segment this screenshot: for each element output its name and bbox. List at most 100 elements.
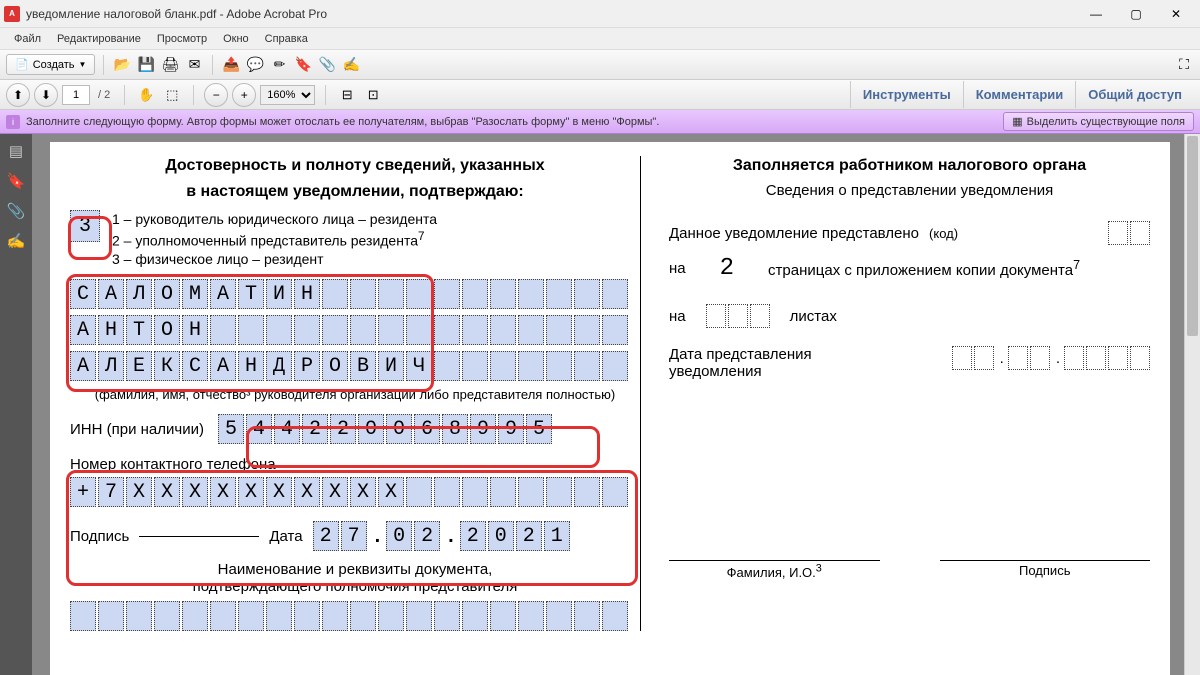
form-cell[interactable]: 5 [526,414,552,444]
form-cell[interactable] [462,477,488,507]
form-cell[interactable]: Н [98,315,124,345]
print-icon[interactable]: 🖨 [160,55,180,75]
form-cell[interactable]: 2 [302,414,328,444]
form-cell[interactable] [350,279,376,309]
form-cell[interactable] [406,601,432,631]
menu-view[interactable]: Просмотр [149,31,215,47]
form-cell[interactable] [602,315,628,345]
form-cell[interactable]: В [350,351,376,381]
zoom-in-button[interactable]: + [232,83,256,107]
fit-page-icon[interactable]: ⊡ [362,84,384,106]
form-cell[interactable]: Т [238,279,264,309]
form-cell[interactable]: И [266,279,292,309]
form-cell[interactable] [434,601,460,631]
form-cell[interactable]: X [126,477,152,507]
vertical-scrollbar[interactable] [1184,134,1200,675]
form-cell[interactable] [378,601,404,631]
form-cell[interactable]: 2 [330,414,356,444]
form-cell[interactable] [350,315,376,345]
form-cell[interactable]: X [154,477,180,507]
doc-name-row[interactable] [70,601,640,631]
form-cell[interactable] [406,315,432,345]
form-cell[interactable]: 2 [313,521,339,551]
form-cell[interactable] [154,601,180,631]
form-cell[interactable] [518,279,544,309]
form-cell[interactable]: А [210,279,236,309]
expand-icon[interactable]: ⛶ [1174,55,1194,75]
select-tool-icon[interactable]: ⬚ [161,84,183,106]
minimize-button[interactable]: — [1076,2,1116,26]
form-cell[interactable] [518,477,544,507]
form-cell[interactable]: 2 [460,521,486,551]
form-cell[interactable] [574,601,600,631]
form-cell[interactable]: X [210,477,236,507]
form-cell[interactable]: 0 [358,414,384,444]
presented-code-cells[interactable] [1108,221,1150,245]
form-cell[interactable] [294,601,320,631]
mail-icon[interactable]: ✉ [184,55,204,75]
form-cell[interactable]: 1 [544,521,570,551]
form-cell[interactable]: Н [182,315,208,345]
form-cell[interactable]: 0 [386,521,412,551]
form-cell[interactable]: Р [294,351,320,381]
form-cell[interactable]: Л [98,351,124,381]
create-button[interactable]: 📄 Создать ▼ [6,54,95,75]
form-cell[interactable] [490,315,516,345]
form-cell[interactable]: X [266,477,292,507]
menu-help[interactable]: Справка [257,31,316,47]
form-cell[interactable] [350,601,376,631]
open-icon[interactable]: 📂 [112,55,132,75]
form-cell[interactable]: X [294,477,320,507]
presentation-date-cells[interactable]: . . [952,346,1150,370]
form-cell[interactable] [518,315,544,345]
firstname-row[interactable]: АНТОН [70,315,640,345]
form-cell[interactable]: А [210,351,236,381]
page-number-input[interactable] [62,85,90,105]
form-cell[interactable] [210,601,236,631]
form-cell[interactable] [462,279,488,309]
form-cell[interactable] [490,477,516,507]
zoom-out-button[interactable]: − [204,83,228,107]
form-cell[interactable] [266,601,292,631]
attachments-icon[interactable]: 📎 [7,202,25,220]
form-cell[interactable] [462,601,488,631]
form-cell[interactable]: X [378,477,404,507]
form-cell[interactable] [322,315,348,345]
form-cell[interactable]: М [182,279,208,309]
form-cell[interactable]: А [70,351,96,381]
save-icon[interactable]: 💾 [136,55,156,75]
menu-window[interactable]: Окно [215,31,257,47]
form-cell[interactable] [574,315,600,345]
form-cell[interactable]: О [154,279,180,309]
form-cell[interactable]: 8 [442,414,468,444]
zoom-select[interactable]: 160% [260,85,315,105]
form-cell[interactable] [98,601,124,631]
form-cell[interactable]: 4 [274,414,300,444]
fit-width-icon[interactable]: ⊟ [336,84,358,106]
form-cell[interactable]: 2 [516,521,542,551]
form-cell[interactable] [378,279,404,309]
form-cell[interactable] [602,279,628,309]
form-cell[interactable]: Е [126,351,152,381]
form-cell[interactable]: Н [238,351,264,381]
form-cell[interactable]: 0 [488,521,514,551]
form-cell[interactable]: О [154,315,180,345]
form-cell[interactable]: С [182,351,208,381]
form-cell[interactable] [294,315,320,345]
form-cell[interactable] [518,601,544,631]
form-cell[interactable] [406,279,432,309]
form-cell[interactable] [182,601,208,631]
form-cell[interactable]: 9 [498,414,524,444]
form-cell[interactable]: 4 [246,414,272,444]
form-cell[interactable] [434,477,460,507]
menu-edit[interactable]: Редактирование [49,31,149,47]
form-cell[interactable]: + [70,477,96,507]
form-cell[interactable] [546,279,572,309]
form-cell[interactable] [490,351,516,381]
form-cell[interactable]: Ч [406,351,432,381]
form-cell[interactable]: А [70,315,96,345]
form-cell[interactable] [602,351,628,381]
form-cell[interactable]: X [238,477,264,507]
form-cell[interactable]: X [350,477,376,507]
form-cell[interactable] [574,279,600,309]
